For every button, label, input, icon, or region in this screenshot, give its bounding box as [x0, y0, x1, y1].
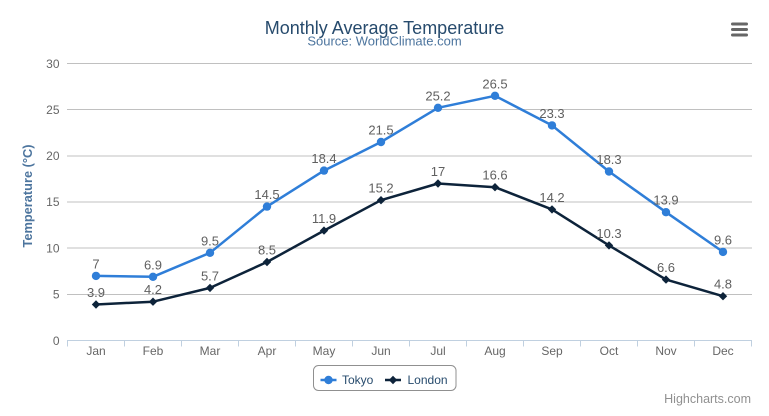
svg-text:Mar: Mar [200, 344, 221, 358]
svg-text:Source: WorldClimate.com: Source: WorldClimate.com [307, 34, 461, 49]
svg-text:5: 5 [53, 288, 60, 302]
svg-text:20: 20 [46, 149, 60, 163]
svg-text:13.9: 13.9 [653, 193, 678, 208]
svg-text:Aug: Aug [484, 344, 505, 358]
svg-text:6.9: 6.9 [144, 257, 162, 272]
svg-text:23.3: 23.3 [539, 106, 564, 121]
svg-text:18.3: 18.3 [596, 152, 621, 167]
svg-text:16.6: 16.6 [482, 168, 507, 183]
svg-text:15.2: 15.2 [368, 181, 393, 196]
svg-text:Sep: Sep [541, 344, 563, 358]
svg-text:May: May [313, 344, 336, 358]
svg-text:6.6: 6.6 [657, 260, 675, 275]
svg-text:17: 17 [431, 164, 445, 179]
svg-text:21.5: 21.5 [368, 123, 393, 138]
svg-text:4.2: 4.2 [144, 282, 162, 297]
svg-text:8.5: 8.5 [258, 243, 276, 258]
svg-text:14.2: 14.2 [539, 190, 564, 205]
svg-text:9.5: 9.5 [201, 233, 219, 248]
svg-text:Apr: Apr [258, 344, 277, 358]
svg-text:Tokyo: Tokyo [342, 373, 374, 387]
svg-text:4.8: 4.8 [714, 277, 732, 292]
svg-text:25: 25 [46, 103, 60, 117]
svg-text:30: 30 [46, 57, 60, 71]
svg-text:25.2: 25.2 [425, 88, 450, 103]
svg-text:10.3: 10.3 [596, 226, 621, 241]
svg-text:5.7: 5.7 [201, 268, 219, 283]
svg-text:Jun: Jun [371, 344, 390, 358]
svg-text:Dec: Dec [712, 344, 733, 358]
svg-text:Temperature (°C): Temperature (°C) [20, 144, 35, 247]
svg-text:Monthly Average Temperature: Monthly Average Temperature [265, 18, 504, 38]
svg-text:15: 15 [46, 195, 60, 209]
svg-text:0: 0 [53, 334, 60, 348]
svg-text:Highcharts.com: Highcharts.com [664, 392, 751, 406]
svg-text:Oct: Oct [600, 344, 619, 358]
svg-text:18.4: 18.4 [311, 151, 336, 166]
svg-text:London: London [408, 373, 448, 387]
svg-text:26.5: 26.5 [482, 76, 507, 91]
svg-text:Nov: Nov [655, 344, 676, 358]
svg-text:Jan: Jan [86, 344, 105, 358]
svg-text:14.5: 14.5 [254, 187, 279, 202]
svg-text:7: 7 [92, 256, 99, 271]
svg-text:Feb: Feb [143, 344, 164, 358]
svg-text:9.6: 9.6 [714, 232, 732, 247]
svg-text:3.9: 3.9 [87, 285, 105, 300]
svg-text:10: 10 [46, 241, 60, 255]
svg-text:Jul: Jul [430, 344, 445, 358]
svg-text:11.9: 11.9 [312, 211, 336, 226]
